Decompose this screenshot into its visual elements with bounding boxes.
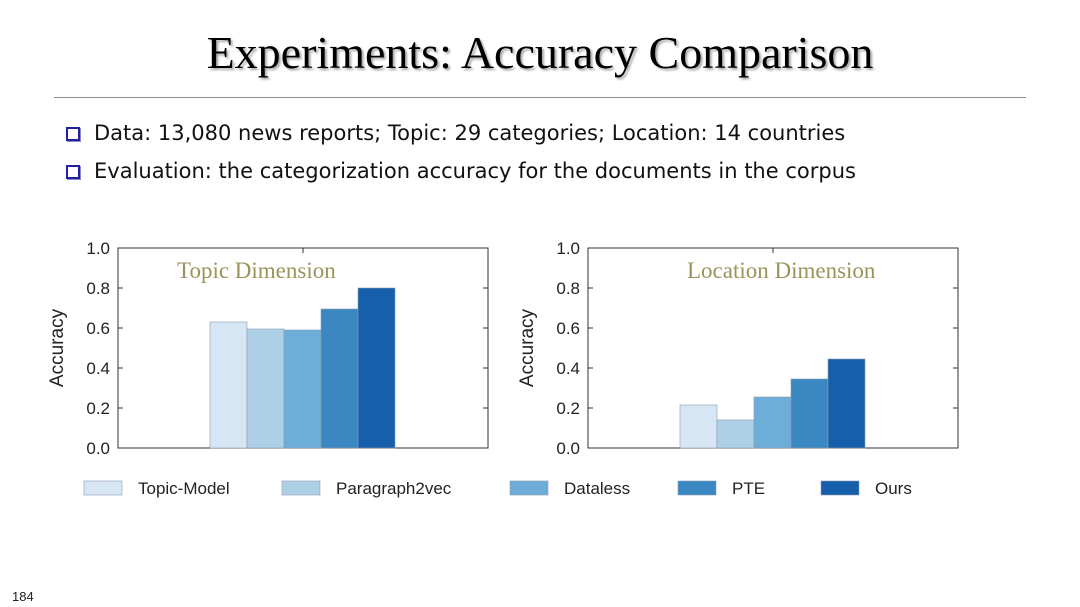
- topic-bar-topic-model: [209, 321, 248, 449]
- legend-label-topic-model: Topic-Model: [138, 479, 230, 498]
- topic-dimension-title: Topic Dimension: [177, 258, 336, 283]
- location-y-tick-label: 0.0: [556, 439, 580, 458]
- legend-swatch-ours: [820, 480, 860, 496]
- location-bar-paragraph2vec: [716, 419, 755, 449]
- location-y-axis-label: Accuracy: [517, 308, 538, 387]
- location-bar-pte: [790, 378, 829, 449]
- accuracy-charts: 0.0 0.2 0.4 0.6 0.8 1.0 Accuracy Topic Dimensio…: [47, 239, 959, 498]
- legend-label-pte: PTE: [732, 479, 765, 498]
- legend-swatch-pte: [677, 480, 717, 496]
- topic-y-tick-label: 0.6: [86, 319, 110, 338]
- legend-swatch-topic-model: [83, 480, 123, 496]
- topic-bar-dataless: [283, 329, 322, 449]
- location-dimension-title: Location Dimension: [687, 258, 876, 283]
- legend-label-ours: Ours: [875, 479, 912, 498]
- slide-title: Experiments: Accuracy Comparison: [206, 27, 874, 78]
- bullet-text: Evaluation: the categorization accuracy …: [94, 159, 856, 183]
- title-divider: [54, 97, 1026, 98]
- topic-y-tick-label: 0.0: [86, 439, 110, 458]
- bullet-item-data: Data: 13,080 news reports; Topic: 29 cat…: [66, 114, 856, 152]
- square-bullet-icon: [66, 165, 80, 179]
- topic-bar-pte: [320, 308, 359, 449]
- topic-y-tick-label: 0.8: [86, 279, 110, 298]
- bullet-list: Data: 13,080 news reports; Topic: 29 cat…: [66, 114, 856, 190]
- topic-y-tick-label: 0.2: [86, 399, 110, 418]
- topic-y-axis-label: Accuracy: [47, 308, 68, 387]
- location-y-tick-label: 0.8: [556, 279, 580, 298]
- topic-y-tick-label: 1.0: [86, 239, 110, 258]
- location-bar-ours: [827, 358, 866, 449]
- location-y-tick-label: 0.4: [556, 359, 580, 378]
- location-y-tick-label: 0.6: [556, 319, 580, 338]
- topic-y-tick-label: 0.4: [86, 359, 110, 378]
- square-bullet-icon: [66, 127, 80, 141]
- location-y-tick-label: 1.0: [556, 239, 580, 258]
- topic-bar-ours: [357, 287, 396, 449]
- legend-swatch-dataless: [509, 480, 549, 496]
- legend-label-dataless: Dataless: [564, 479, 630, 498]
- bullet-text: Data: 13,080 news reports; Topic: 29 cat…: [94, 121, 846, 145]
- location-y-tick-label: 0.2: [556, 399, 580, 418]
- location-bar-topic-model: [679, 404, 718, 449]
- topic-bar-paragraph2vec: [246, 328, 285, 449]
- page-number: 184: [12, 589, 34, 604]
- legend-label-paragraph2vec: Paragraph2vec: [336, 479, 452, 498]
- location-bar-dataless: [753, 396, 792, 449]
- bullet-item-evaluation: Evaluation: the categorization accuracy …: [66, 152, 856, 190]
- legend-swatch-paragraph2vec: [281, 480, 321, 496]
